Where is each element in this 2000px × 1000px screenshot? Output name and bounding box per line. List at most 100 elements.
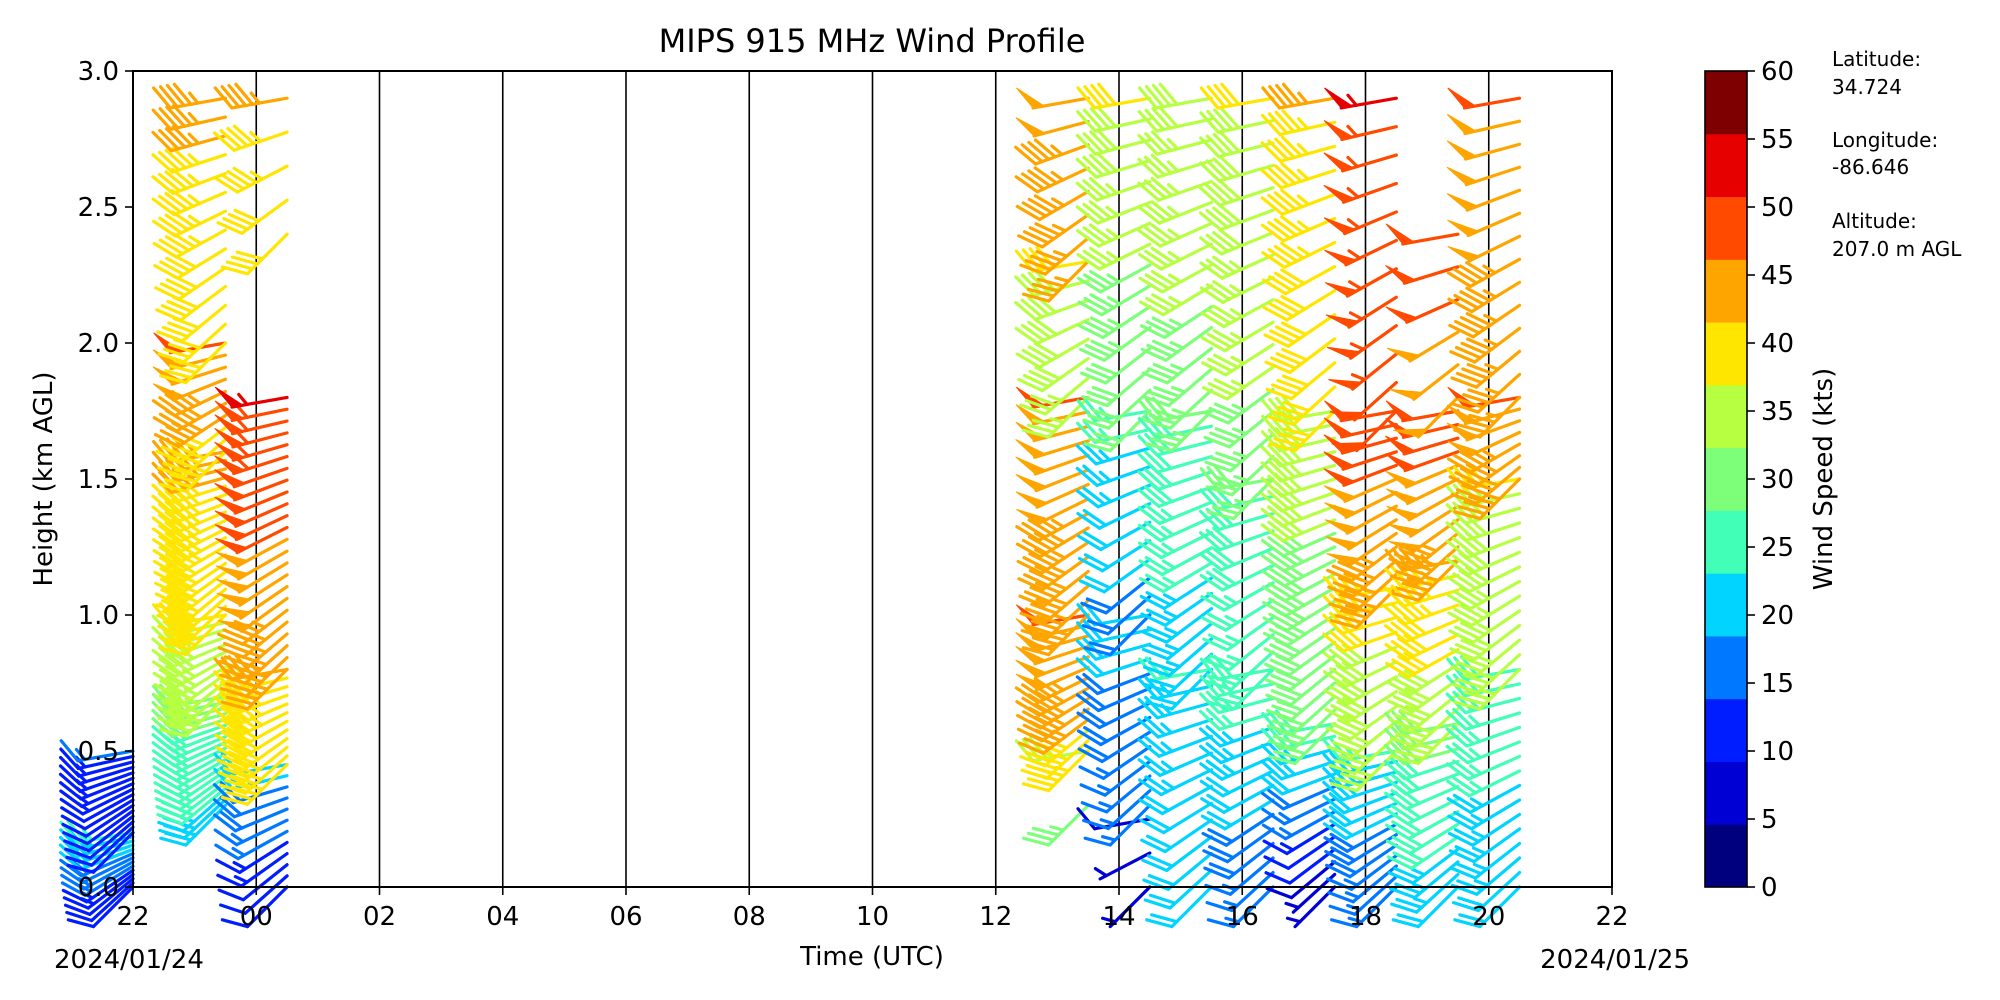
wind-barb bbox=[1447, 87, 1522, 110]
wind-barb bbox=[214, 829, 289, 861]
wind-barb bbox=[1077, 284, 1152, 317]
wind-barb bbox=[1138, 82, 1214, 110]
wind-barb bbox=[1137, 200, 1214, 225]
wind-barb bbox=[1260, 135, 1337, 163]
wind-barb bbox=[1322, 812, 1398, 841]
wind-barb bbox=[1139, 561, 1214, 594]
wind-barb bbox=[1264, 337, 1337, 375]
wind-barb bbox=[1385, 450, 1460, 473]
wind-barb bbox=[219, 754, 289, 795]
wind-barb bbox=[1385, 648, 1460, 679]
x-tick-label: 02 bbox=[363, 902, 396, 932]
wind-barb bbox=[1268, 409, 1337, 453]
wind-barb bbox=[1331, 409, 1398, 453]
wind-barb bbox=[1260, 784, 1337, 811]
wind-barb bbox=[1015, 468, 1090, 493]
wind-barb bbox=[1143, 388, 1214, 430]
latitude-value: 34.724 bbox=[1832, 75, 1902, 99]
wind-barb bbox=[1203, 633, 1275, 672]
wind-barb bbox=[1199, 546, 1275, 572]
wind-barb bbox=[1015, 686, 1090, 717]
colorbar-segment bbox=[1705, 196, 1747, 260]
wind-barb bbox=[1019, 584, 1090, 624]
wind-barb bbox=[1264, 847, 1337, 885]
wind-barb bbox=[1201, 812, 1275, 847]
wind-barb bbox=[216, 561, 289, 594]
wind-barb bbox=[1199, 82, 1275, 110]
x-axis-label: Time (UTC) bbox=[799, 942, 944, 972]
wind-barb bbox=[217, 596, 289, 633]
wind-barb bbox=[1137, 221, 1214, 248]
wind-barb bbox=[1206, 667, 1275, 711]
wind-barb bbox=[1139, 305, 1214, 340]
colorbar-tick-label: 0 bbox=[1761, 873, 1778, 903]
colorbar-tick-label: 40 bbox=[1761, 329, 1794, 359]
wind-barb bbox=[1015, 87, 1090, 110]
wind-barb bbox=[214, 490, 289, 515]
wind-barb bbox=[1137, 500, 1214, 526]
wind-barb bbox=[151, 146, 228, 174]
y-tick-label: 2.5 bbox=[78, 193, 119, 223]
wind-barb bbox=[1015, 453, 1090, 476]
wind-barb bbox=[1020, 598, 1090, 641]
wind-barb bbox=[1447, 594, 1522, 628]
wind-barb bbox=[1080, 346, 1152, 385]
wind-barb bbox=[1386, 835, 1460, 870]
wind-barb bbox=[61, 803, 135, 838]
colorbar-segment bbox=[1705, 698, 1747, 762]
wind-barb bbox=[219, 874, 289, 915]
wind-barb bbox=[1446, 165, 1522, 187]
wind-barb bbox=[1326, 531, 1398, 567]
wind-barb bbox=[1204, 432, 1275, 473]
latitude-label: Latitude: bbox=[1832, 47, 1921, 71]
wind-barb bbox=[1205, 455, 1275, 497]
wind-barb bbox=[1323, 822, 1398, 853]
wind-barb bbox=[1199, 563, 1275, 592]
wind-barb bbox=[1449, 841, 1522, 880]
wind-barb bbox=[1446, 783, 1522, 814]
y-tick-label: 2.0 bbox=[78, 329, 119, 359]
wind-barb bbox=[216, 573, 289, 607]
wind-barb bbox=[216, 852, 289, 888]
wind-barb bbox=[1260, 772, 1337, 796]
wind-barb bbox=[64, 820, 135, 860]
wind-barb bbox=[1261, 265, 1337, 296]
wind-barb bbox=[220, 762, 289, 806]
wind-barb bbox=[1141, 622, 1214, 661]
wind-barb bbox=[1261, 810, 1337, 841]
wind-barb bbox=[1330, 749, 1398, 793]
chart-title: MIPS 915 MHz Wind Profile bbox=[659, 22, 1086, 60]
wind-barb bbox=[62, 809, 135, 846]
colorbar: 0 5 10 15 20 25 30 35 40 45 50 55 60 bbox=[1704, 57, 1794, 903]
wind-barb bbox=[1101, 885, 1152, 929]
wind-barb bbox=[1015, 337, 1090, 369]
wind-barb bbox=[1015, 511, 1090, 542]
wind-barb bbox=[212, 124, 289, 152]
x-tick-label: 22 bbox=[116, 902, 149, 932]
wind-barb bbox=[1137, 734, 1214, 758]
wind-barb bbox=[1387, 504, 1460, 538]
colorbar-segment bbox=[1705, 133, 1747, 198]
colorbar-tick-label: 20 bbox=[1761, 601, 1794, 631]
wind-barb bbox=[1075, 200, 1152, 225]
colorbar-tick-label: 45 bbox=[1761, 261, 1794, 291]
wind-barb bbox=[1386, 330, 1460, 363]
wind-barb bbox=[1202, 827, 1275, 864]
colorbar-tick-label: 55 bbox=[1761, 125, 1794, 155]
wind-barb bbox=[1083, 803, 1152, 847]
x-tick-label: 08 bbox=[733, 902, 766, 932]
wind-barb bbox=[1324, 87, 1398, 110]
wind-barb bbox=[1453, 667, 1522, 711]
wind-barb bbox=[1078, 557, 1152, 594]
wind-barb bbox=[1386, 491, 1460, 522]
wind-barb bbox=[1077, 730, 1152, 764]
wind-barb bbox=[66, 885, 135, 929]
wind-barb bbox=[1016, 497, 1090, 526]
wind-barb bbox=[154, 266, 228, 301]
wind-barb bbox=[1385, 400, 1460, 423]
wind-barb bbox=[1451, 372, 1522, 414]
wind-barb bbox=[1079, 325, 1152, 362]
y-tick-label: 0.5 bbox=[78, 737, 119, 767]
wind-barb bbox=[1385, 822, 1460, 856]
wind-barb bbox=[1260, 757, 1337, 781]
